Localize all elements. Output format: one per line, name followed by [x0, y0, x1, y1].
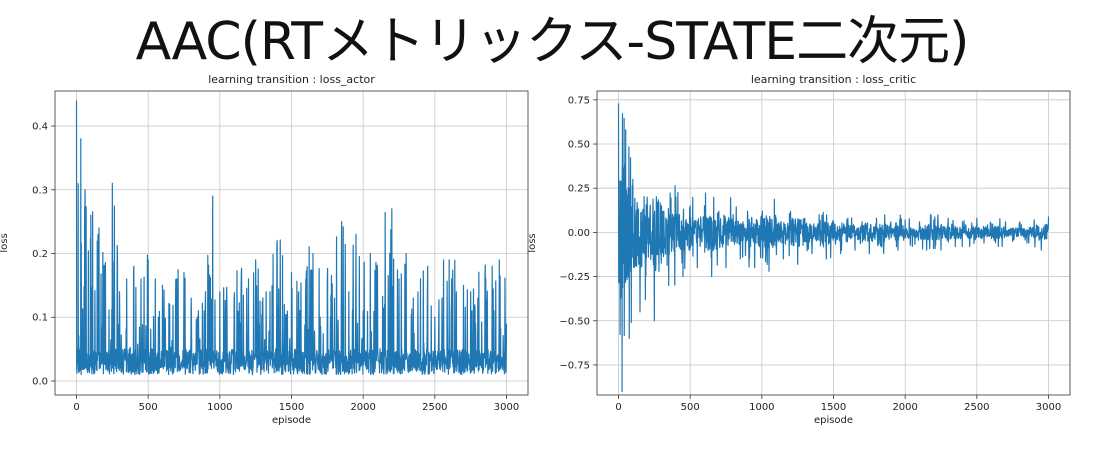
y-tick-label: −0.50: [559, 316, 590, 327]
slide-title: AAC(RTメトリックス-STATE二次元): [135, 12, 970, 72]
y-axis-label: loss: [527, 233, 538, 252]
chart-title: learning transition : loss_actor: [208, 73, 375, 86]
y-tick-label: 0.3: [32, 185, 48, 196]
y-tick-label: −0.25: [559, 272, 590, 283]
x-tick-label: 500: [139, 402, 158, 413]
y-tick-label: 0.0: [32, 376, 48, 387]
y-axis-label: loss: [0, 233, 10, 252]
x-tick-label: 3000: [494, 402, 519, 413]
x-tick-label: 2000: [892, 402, 917, 413]
x-axis-label: episode: [272, 415, 311, 426]
x-tick-label: 2000: [350, 402, 375, 413]
y-tick-label: 0.4: [32, 122, 48, 133]
x-tick-label: 0: [615, 402, 621, 413]
x-tick-label: 1000: [207, 402, 232, 413]
y-tick-label: 0.50: [568, 140, 590, 151]
y-tick-label: 0.00: [568, 228, 590, 239]
x-tick-label: 2500: [964, 402, 989, 413]
x-tick-label: 1500: [279, 402, 304, 413]
chart-group: learning transition : loss_actor 0 500 1000…: [0, 73, 529, 426]
x-tick-label: 1500: [821, 402, 846, 413]
y-tick-label: 0.25: [568, 184, 590, 195]
y-tick-label: −0.75: [559, 360, 590, 371]
y-tick-label: 0.2: [32, 249, 48, 260]
x-tick-label: 2500: [422, 402, 447, 413]
chart-title: learning transition : loss_critic: [751, 73, 916, 86]
chart-group: learning transition : loss_critic 0 500 100…: [527, 73, 1071, 426]
y-tick-label: 0.75: [568, 95, 590, 106]
series-line-loss: [75, 100, 508, 376]
series-line-loss: [617, 103, 1050, 393]
x-tick-label: 3000: [1036, 402, 1061, 413]
x-axis-label: episode: [814, 415, 853, 426]
y-tick-label: 0.1: [32, 313, 48, 324]
x-tick-label: 0: [73, 402, 79, 413]
x-tick-label: 1000: [749, 402, 774, 413]
x-tick-label: 500: [681, 402, 700, 413]
